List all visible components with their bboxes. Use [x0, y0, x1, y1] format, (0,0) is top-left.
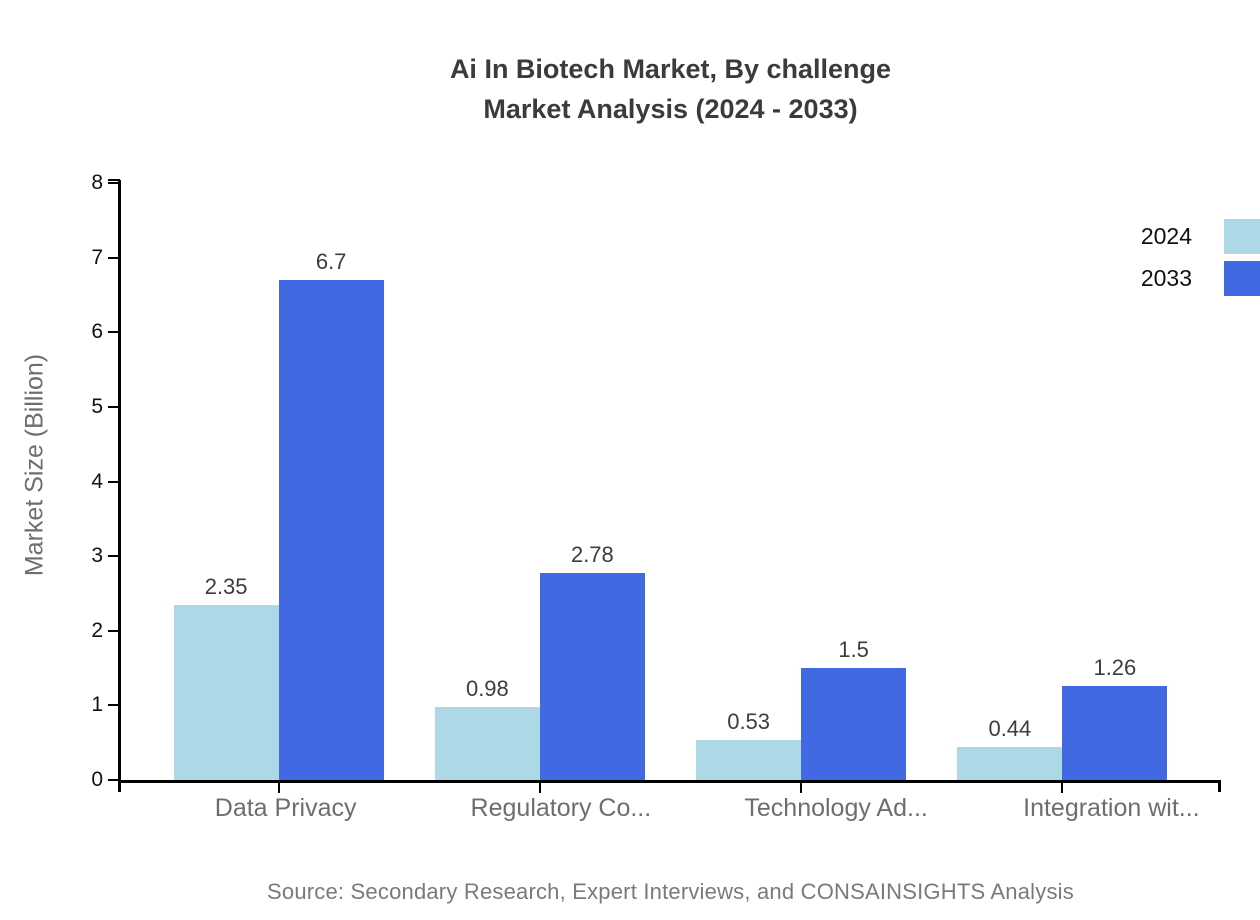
bar-value-label: 2.35 — [204, 573, 248, 599]
legend-label-2033: 2033 — [1140, 265, 1192, 291]
bar-value-label: 1.26 — [1093, 654, 1137, 680]
y-tick-label: 2 — [91, 618, 103, 642]
y-tick-label: 4 — [91, 469, 103, 493]
x-axis-line — [118, 780, 1221, 783]
x-axis-category-label: Data Privacy — [214, 794, 357, 822]
y-tick: 5 — [91, 395, 120, 418]
y-tick: 0 — [91, 768, 120, 791]
bar-group: 2.35 6.7 — [148, 183, 409, 793]
bar-value-label: 2.78 — [570, 541, 614, 567]
y-tick-label: 1 — [91, 693, 103, 717]
y-tick-label: 7 — [91, 245, 103, 269]
y-axis-top-cap — [108, 179, 120, 181]
bar-with-label: 2.78 — [539, 183, 645, 780]
x-axis-labels: Data Privacy Regulatory Co... Technology A… — [120, 794, 1260, 823]
legend: 2024 2033 — [1141, 219, 1260, 296]
bar-2024 — [434, 706, 540, 780]
bar-groups: 2.35 6.7 0.98 2.78 0.53 1.5 0.44 1.26 — [120, 183, 1221, 793]
y-tick-label: 0 — [91, 768, 103, 791]
x-axis-category-label: Integration wit... — [1023, 794, 1200, 822]
plot-area: 0 1 2 3 4 5 6 7 8 2.35 6.7 0.98 2.78 0.53 1.5 0.44 1.26 — [91, 171, 1221, 793]
y-tick: 2 — [91, 619, 120, 642]
x-axis-end-tick — [1218, 780, 1221, 792]
y-tick-label: 3 — [91, 544, 103, 568]
y-tick-label: 5 — [91, 394, 103, 418]
bar-group: 0.53 1.5 — [671, 183, 932, 793]
bar-2024 — [696, 740, 802, 780]
y-tick: 6 — [91, 320, 120, 343]
bar-value-label: 0.44 — [988, 716, 1032, 742]
bar-with-label: 2.35 — [173, 183, 279, 780]
y-tick-label: 6 — [91, 320, 103, 344]
legend-swatch-2033 — [1224, 261, 1260, 296]
bar-2033 — [278, 280, 384, 780]
y-tick-label: 8 — [91, 171, 103, 194]
y-tick: 1 — [91, 693, 120, 716]
source-note: Source: Secondary Research, Expert Inter… — [267, 879, 1074, 904]
legend-label-2024: 2024 — [1140, 223, 1192, 249]
legend-swatch-2024 — [1224, 219, 1260, 254]
bar-value-label: 0.53 — [727, 709, 771, 735]
y-tick: 4 — [91, 470, 120, 493]
chart-title-line1: Ai In Biotech Market, By challenge — [449, 54, 892, 84]
y-tick: 7 — [91, 246, 120, 269]
bar-value-label: 0.98 — [465, 675, 509, 701]
bar-with-label: 0.53 — [696, 183, 802, 780]
y-axis-title: Market Size (Billion) — [20, 353, 49, 577]
bar-group: 0.44 1.26 — [932, 183, 1193, 793]
bar-2024 — [957, 747, 1063, 780]
x-tick — [1061, 783, 1064, 793]
y-axis-line — [118, 180, 121, 792]
bar-2033 — [1062, 685, 1168, 780]
legend-row: 2024 — [1141, 219, 1260, 254]
bar-with-label: 0.98 — [434, 183, 540, 780]
y-tick: 8 — [91, 171, 120, 194]
chart-title-line2: Market Analysis (2024 - 2033) — [483, 94, 858, 124]
bar-with-label: 1.26 — [1062, 183, 1168, 780]
bar-with-label: 6.7 — [278, 183, 384, 780]
x-axis-category-label: Technology Ad... — [744, 794, 928, 822]
x-axis-category-label: Regulatory Co... — [470, 794, 652, 822]
bar-value-label: 6.7 — [315, 249, 347, 275]
bar-with-label: 0.44 — [957, 183, 1063, 780]
x-tick — [800, 783, 803, 793]
bar-value-label: 1.5 — [838, 637, 869, 663]
legend-row: 2033 — [1141, 261, 1260, 296]
bar-2033 — [539, 572, 645, 780]
bar-with-label: 1.5 — [801, 183, 907, 780]
x-tick — [538, 783, 541, 793]
x-tick — [277, 783, 280, 793]
bar-2033 — [801, 668, 907, 780]
bar-group: 0.98 2.78 — [409, 183, 670, 793]
bar-2024 — [173, 604, 279, 780]
chart-title: Ai In Biotech Market, By challenge Marke… — [120, 49, 1221, 129]
y-tick: 3 — [91, 544, 120, 567]
